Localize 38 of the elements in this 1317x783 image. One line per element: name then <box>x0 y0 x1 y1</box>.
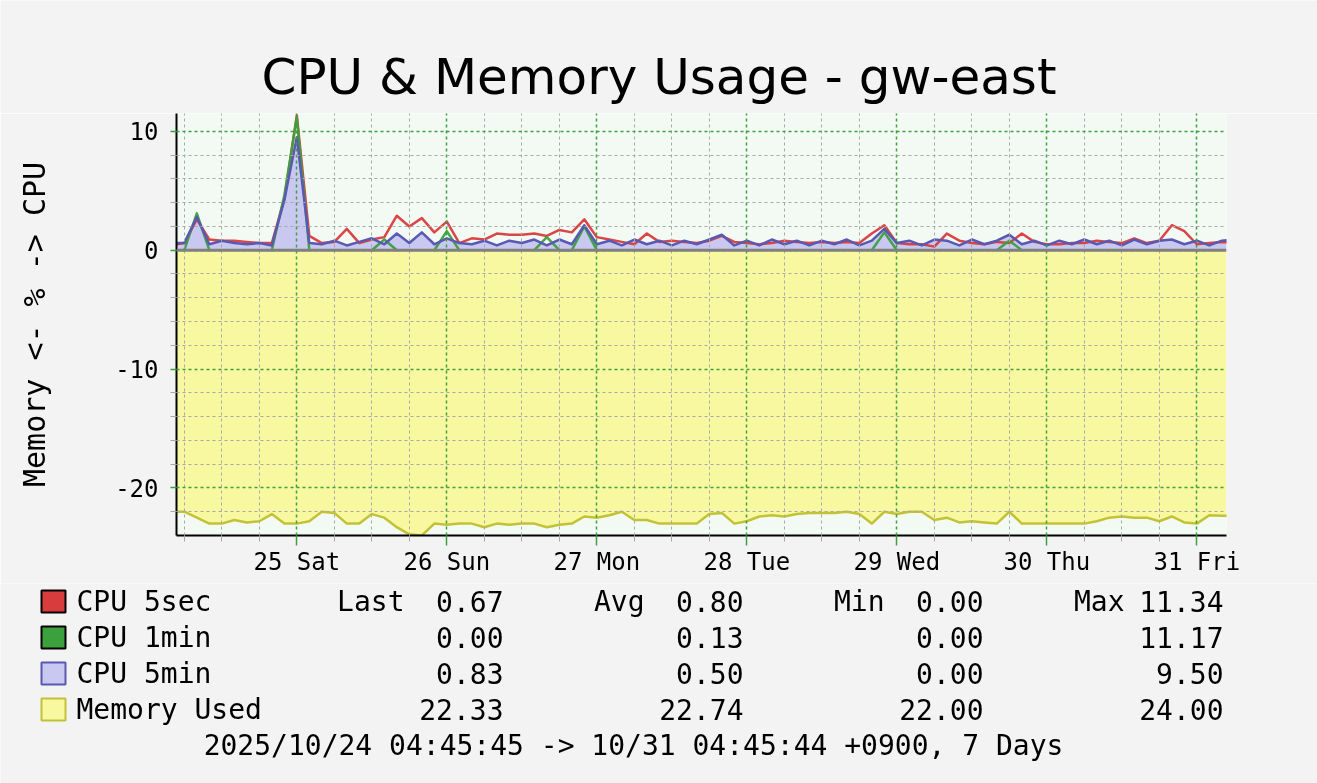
y-tick-label: -20 <box>115 474 159 503</box>
y-tick-label: -10 <box>115 356 159 385</box>
text: 0.13 <box>676 622 744 655</box>
text: 22.33 <box>419 694 504 727</box>
y-tick-label: 0 <box>144 237 159 266</box>
text: 0.67 <box>436 586 504 619</box>
text: Avg <box>593 585 645 618</box>
legend-label: CPU 1min <box>76 621 212 654</box>
text: 9.50 <box>1156 658 1224 691</box>
text: 2025/10/24 04:45:45 -> 10/31 04:45:44 +0900, 7 Days <box>203 729 1064 762</box>
text: 0.00 <box>916 622 984 655</box>
text: 0.80 <box>676 586 744 619</box>
legend-label: CPU 5min <box>76 657 212 690</box>
text: 22.74 <box>659 694 744 727</box>
text: 0.00 <box>436 622 504 655</box>
text: Max <box>1073 585 1125 618</box>
text: 24.00 <box>1139 694 1224 727</box>
text: 22.00 <box>899 694 984 727</box>
y-axis-title: Memory <- % -> CPU <box>17 161 53 488</box>
text: 0.00 <box>916 658 984 691</box>
text: Min <box>833 585 885 618</box>
text: 11.17 <box>1139 622 1224 655</box>
y-tick-label: 10 <box>129 118 159 147</box>
x-tick-label: 25 Sat <box>253 547 341 576</box>
text: 0.83 <box>436 658 504 691</box>
x-tick-label: 28 Tue <box>703 547 791 576</box>
x-tick-label: 29 Wed <box>853 547 941 576</box>
chart-title: CPU & Memory Usage - gw-east <box>261 47 1057 106</box>
legend-label: Memory Used <box>76 693 262 726</box>
legend-label: CPU 5sec <box>76 585 212 618</box>
x-tick-label: 30 Thu <box>1003 547 1091 576</box>
text: 0.00 <box>916 586 984 619</box>
x-tick-label: 26 Sun <box>403 547 491 576</box>
x-tick-label: 27 Mon <box>553 547 641 576</box>
text: 0.50 <box>676 658 744 691</box>
text: Last <box>337 585 405 618</box>
text: 11.34 <box>1139 586 1224 619</box>
x-tick-label: 31 Fri <box>1153 547 1241 576</box>
